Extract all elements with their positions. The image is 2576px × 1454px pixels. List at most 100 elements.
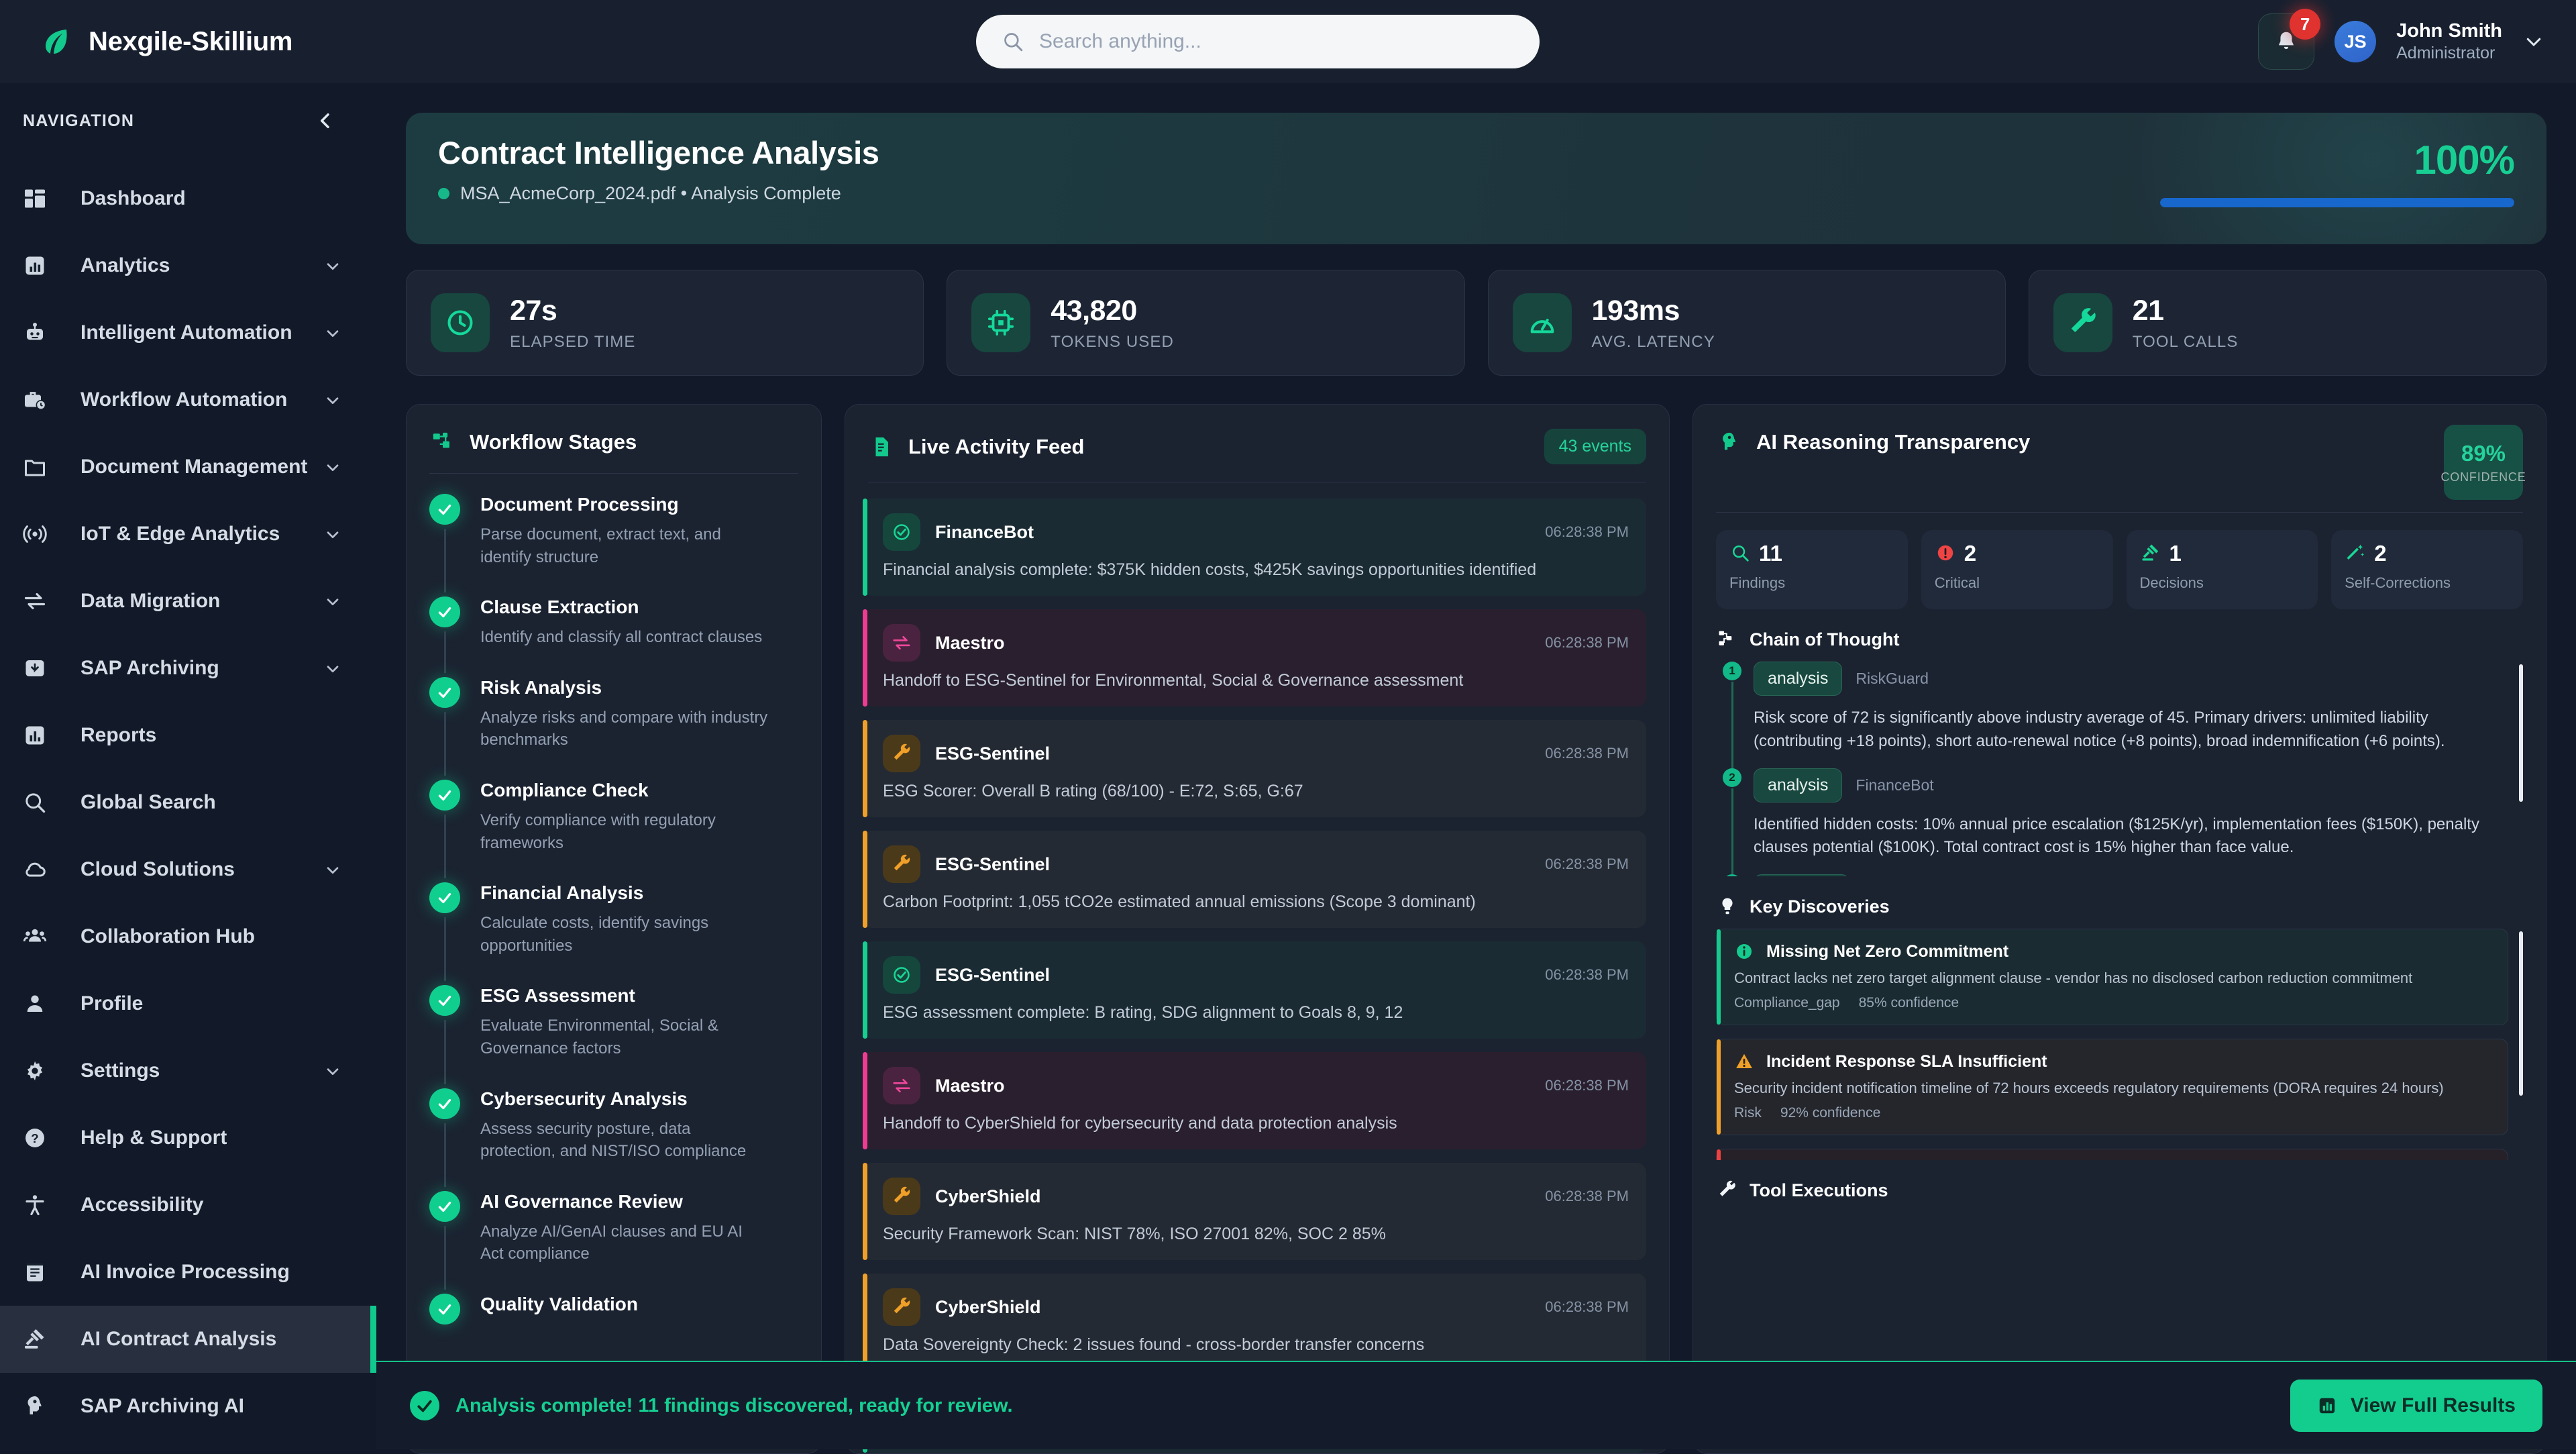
sidebar-item-workflow-automation[interactable]: Workflow Automation: [0, 366, 376, 433]
stage-description: Analyze risks and compare with industry …: [480, 707, 769, 751]
sidebar-item-analytics[interactable]: Analytics: [0, 232, 376, 299]
chevron-down-icon[interactable]: [323, 390, 343, 410]
sidebar-item-profile[interactable]: Profile: [0, 970, 376, 1037]
sidebar-item-label: Collaboration Hub: [80, 925, 255, 948]
sidebar-item-intelligent-automation[interactable]: Intelligent Automation: [0, 299, 376, 366]
chevron-left-icon[interactable]: [312, 107, 339, 134]
avatar[interactable]: JS: [2334, 21, 2376, 62]
sidebar-item-iot-edge-analytics[interactable]: IoT & Edge Analytics: [0, 501, 376, 568]
chevron-down-icon[interactable]: [323, 860, 343, 880]
event-message: Carbon Footprint: 1,055 tCO2e estimated …: [883, 892, 1629, 912]
brand[interactable]: Nexgile-Skillium: [42, 27, 377, 57]
view-full-results-button[interactable]: View Full Results: [2290, 1380, 2542, 1432]
event-timestamp: 06:28:38 PM: [1545, 523, 1629, 541]
chevron-down-icon[interactable]: [323, 256, 343, 276]
sidebar-item-label: Help & Support: [80, 1127, 227, 1149]
event-message: Data Sovereignty Check: 2 issues found -…: [883, 1335, 1629, 1355]
stage-connector: [444, 529, 446, 592]
workflow-stage[interactable]: Quality Validation: [429, 1294, 798, 1325]
user-menu[interactable]: John Smith Administrator: [2396, 19, 2502, 64]
event-message: Handoff to CyberShield for cybersecurity…: [883, 1114, 1629, 1133]
search-input[interactable]: [1039, 30, 1519, 53]
tool-executions-header: Tool Executions: [1693, 1160, 2546, 1202]
gavel-icon: [2140, 542, 2161, 564]
event-message: ESG assessment complete: B rating, SDG a…: [883, 1003, 1629, 1023]
chevron-down-icon[interactable]: [323, 323, 343, 343]
stat-value: 2: [1964, 543, 1976, 564]
stage-description: Calculate costs, identify savings opport…: [480, 912, 769, 957]
chevron-down-icon[interactable]: [323, 591, 343, 611]
stage-connector: [444, 815, 446, 878]
stage-check-icon: [429, 1088, 460, 1119]
chevron-down-icon[interactable]: [323, 658, 343, 678]
sidebar-item-settings[interactable]: Settings: [0, 1037, 376, 1104]
sidebar-item-global-search[interactable]: Global Search: [0, 769, 376, 836]
scrollbar-thumb[interactable]: [2519, 664, 2523, 802]
sidebar-item-sap-archiving[interactable]: SAP Archiving: [0, 635, 376, 702]
sidebar-item-reports[interactable]: Reports: [0, 702, 376, 769]
sidebar-item-ai-invoice-processing[interactable]: AI Invoice Processing: [0, 1239, 376, 1306]
sidebar-item-label: Analytics: [80, 254, 170, 277]
stage-name: Clause Extraction: [480, 596, 762, 618]
notifications-button[interactable]: 7: [2258, 13, 2314, 70]
sidebar-item-ai-contract-analysis[interactable]: AI Contract Analysis: [0, 1306, 376, 1373]
event-timestamp: 06:28:38 PM: [1545, 855, 1629, 873]
event-timestamp: 06:28:38 PM: [1545, 966, 1629, 984]
event-agent: Maestro: [935, 633, 1005, 654]
notification-badge: 7: [2290, 9, 2320, 40]
event-agent: Maestro: [935, 1076, 1005, 1096]
sidebar-item-help-support[interactable]: ?Help & Support: [0, 1104, 376, 1172]
global-search-box[interactable]: [976, 15, 1540, 68]
sidebar-item-document-management[interactable]: Document Management: [0, 433, 376, 501]
sidebar-item-sap-archiving-ai[interactable]: SAP Archiving AI: [0, 1373, 376, 1440]
sidebar-item-label: Document Management: [80, 456, 307, 478]
sidebar-item-accessibility[interactable]: Accessibility: [0, 1172, 376, 1239]
sidebar-item-data-migration[interactable]: Data Migration: [0, 568, 376, 635]
user-role: Administrator: [2396, 43, 2502, 64]
section-title: Chain of Thought: [1750, 629, 1899, 650]
scrollbar-thumb[interactable]: [2519, 931, 2523, 1096]
magnifier-icon: [1729, 542, 1751, 564]
chevron-down-icon[interactable]: [323, 457, 343, 477]
step-number: 3: [1723, 874, 1741, 876]
key-discovery-item[interactable]: GenAI Output Liability UndefinedNo clear…: [1716, 1149, 2508, 1160]
stat-label: Critical: [1935, 574, 2100, 592]
stage-check-icon: [429, 1294, 460, 1325]
sidebar-item-dashboard[interactable]: Dashboard: [0, 165, 376, 232]
sidebar-item-cloud-solutions[interactable]: Cloud Solutions: [0, 836, 376, 903]
metric-value: 43,820: [1051, 295, 1174, 327]
chevron-down-icon[interactable]: [323, 1061, 343, 1081]
hero-progress: 100%: [2152, 137, 2514, 207]
chevron-down-icon[interactable]: [2522, 30, 2545, 53]
step-text: Risk score of 72 is significantly above …: [1754, 707, 2508, 754]
check-circle-icon: [883, 956, 920, 994]
sidebar-item-collaboration-hub[interactable]: Collaboration Hub: [0, 903, 376, 970]
chevron-down-icon[interactable]: [323, 524, 343, 544]
